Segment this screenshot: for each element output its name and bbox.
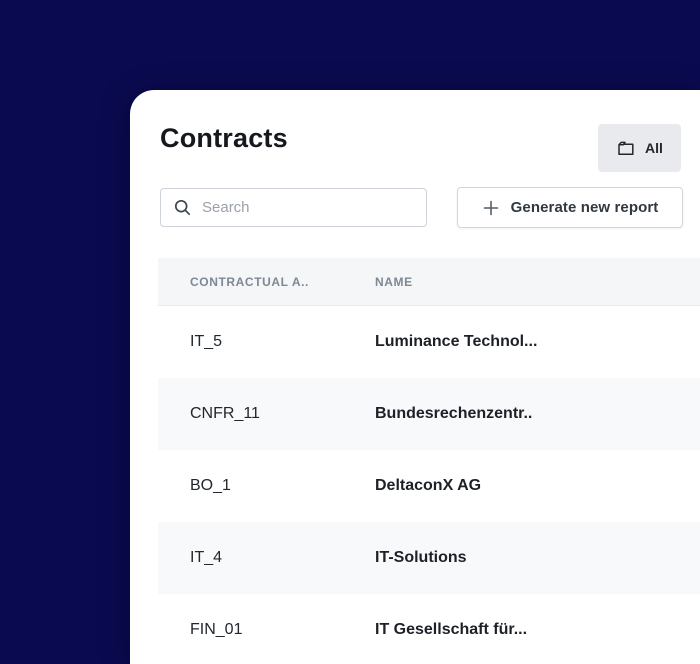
cell-contractual-agreement: IT_5 <box>190 333 223 350</box>
folder-icon <box>616 138 636 158</box>
cell-contractual-agreement: BO_1 <box>190 477 231 494</box>
table-row[interactable]: BO_1 DeltaconX AG <box>158 450 700 522</box>
plus-icon <box>482 199 500 217</box>
contracts-table: CONTRACTUAL A.. NAME IT_5 Luminance Tech… <box>158 258 700 664</box>
cell-contractual-agreement: CNFR_11 <box>190 405 260 422</box>
cell-name: Bundesrechenzentr.. <box>375 405 533 422</box>
search-icon <box>173 198 192 217</box>
contracts-panel: Contracts All Generate new report <box>130 90 700 664</box>
column-header-name[interactable]: NAME <box>375 274 413 289</box>
page-title: Contracts <box>160 123 288 153</box>
table-row[interactable]: CNFR_11 Bundesrechenzentr.. <box>158 378 700 450</box>
table-header-row: CONTRACTUAL A.. NAME <box>158 258 700 306</box>
generate-button-label: Generate new report <box>510 199 659 216</box>
search-box[interactable] <box>160 188 427 227</box>
cell-name: IT Gesellschaft für... <box>375 621 528 638</box>
table-row[interactable]: IT_4 IT-Solutions <box>158 522 700 594</box>
cell-name: Luminance Technol... <box>375 333 538 350</box>
column-header-contractual-agreement[interactable]: CONTRACTUAL A.. <box>190 274 309 289</box>
cell-contractual-agreement: IT_4 <box>190 549 223 566</box>
table-row[interactable]: FIN_01 IT Gesellschaft für... <box>158 594 700 664</box>
table-row[interactable]: IT_5 Luminance Technol... <box>158 306 700 378</box>
all-button-label: All <box>645 140 663 156</box>
search-input[interactable] <box>202 199 414 216</box>
table-body: IT_5 Luminance Technol... CNFR_11 Bundes… <box>158 306 700 664</box>
cell-name: IT-Solutions <box>375 549 467 566</box>
all-filter-button[interactable]: All <box>598 124 681 172</box>
generate-new-report-button[interactable]: Generate new report <box>457 187 683 228</box>
cell-contractual-agreement: FIN_01 <box>190 621 243 638</box>
cell-name: DeltaconX AG <box>375 477 482 494</box>
